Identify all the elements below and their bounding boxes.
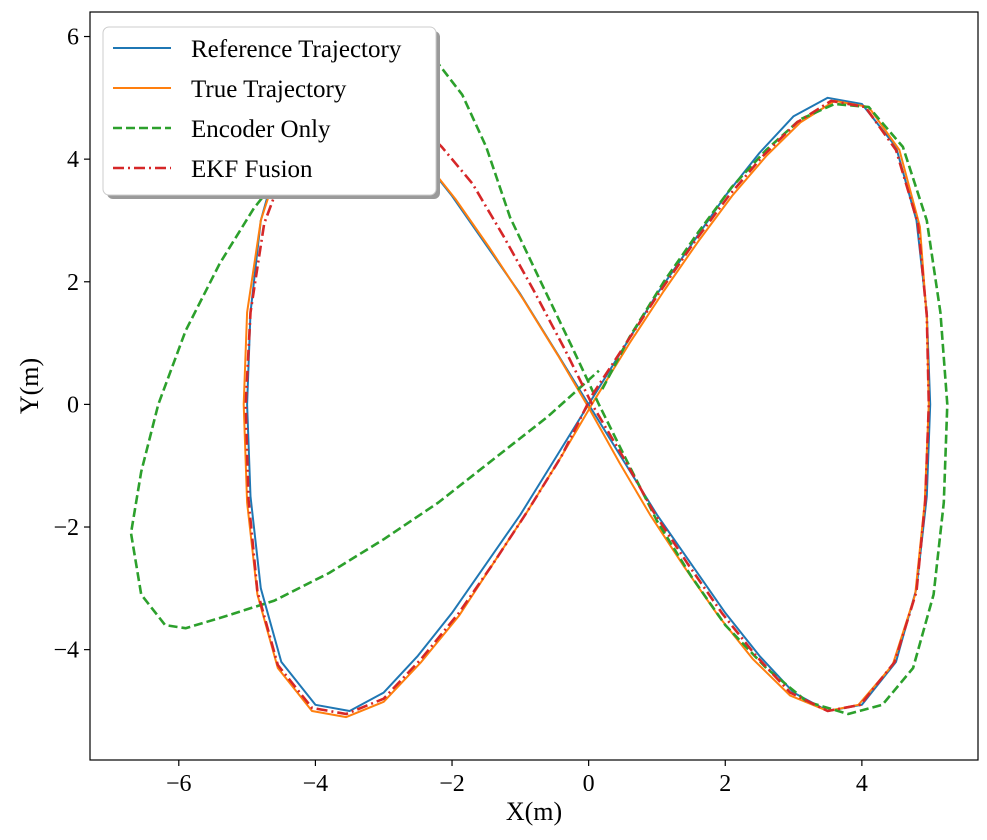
plot-frame — [89, 11, 979, 761]
y-axis: −4 −2 0 2 4 6 — [53, 25, 90, 664]
x-tick-label: 2 — [719, 771, 731, 797]
legend-label: EKF Fusion — [191, 156, 313, 183]
y-axis-label: Y(m) — [15, 358, 44, 414]
x-axis-label: X(m) — [506, 797, 562, 826]
y-tick-label: 0 — [67, 392, 79, 418]
x-tick-label: 4 — [856, 771, 868, 797]
y-tick-label: 6 — [67, 25, 79, 51]
x-tick-label: −4 — [303, 771, 329, 797]
series-line-ekf-fusion — [244, 96, 931, 716]
series-line-encoder-only — [129, 41, 949, 716]
y-tick-label: −2 — [53, 515, 79, 541]
x-tick-label: −2 — [439, 771, 465, 797]
y-tick-label: 4 — [67, 147, 79, 173]
legend-label: Encoder Only — [191, 116, 331, 143]
x-axis: −6 −4 −2 0 2 4 — [166, 760, 868, 797]
x-tick-label: 0 — [583, 771, 595, 797]
legend-label: Reference Trajectory — [191, 36, 402, 63]
legend-label: True Trajectory — [191, 76, 347, 103]
legend: Reference Trajectory True Trajectory Encod… — [102, 26, 440, 199]
plot-lines — [129, 41, 949, 719]
y-tick-label: −4 — [53, 638, 79, 664]
legend-box — [102, 26, 437, 196]
x-tick-label: −6 — [166, 771, 192, 797]
y-tick-label: 2 — [67, 270, 79, 296]
